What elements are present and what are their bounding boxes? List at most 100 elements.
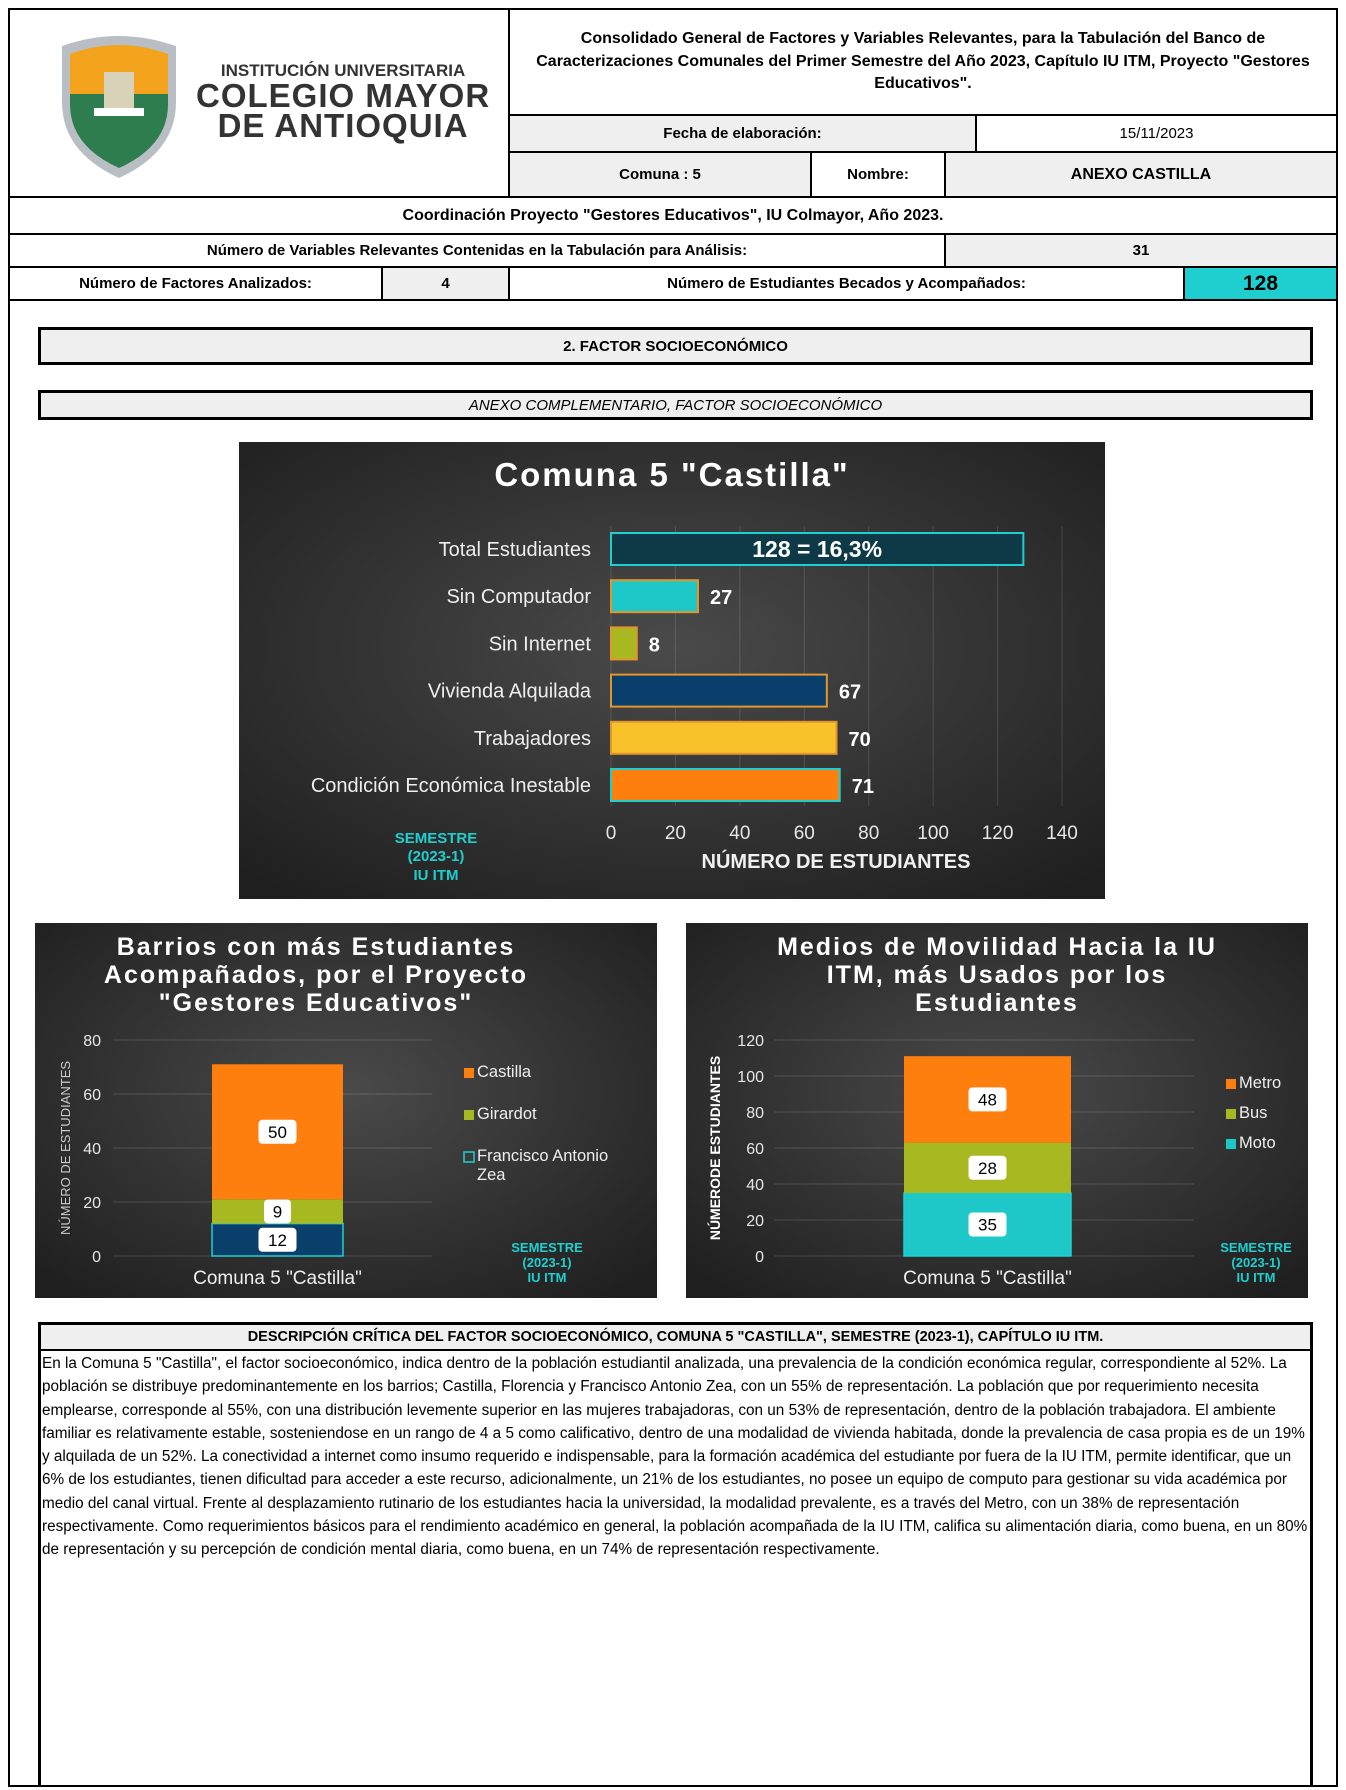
y-tick-label: 40 [746,1177,764,1194]
fecha: 15/11/2023 [975,114,1338,153]
y-tick-label: 80 [746,1105,764,1122]
y-tick-label: 40 [83,1141,101,1158]
legend-swatch [464,1068,474,1078]
shield-top [70,45,168,94]
y-axis-title: NÚMERODE ESTUDIANTES [706,1056,723,1240]
y-tick-label: 80 [83,1033,101,1050]
x-tick-label: 100 [917,823,949,844]
logo-shield [62,36,176,178]
category-label: Trabajadores [474,728,591,750]
category-label: Sin Internet [489,633,592,655]
y-tick-label: 20 [746,1213,764,1230]
legend-swatch [1226,1079,1236,1089]
bar [610,579,699,614]
description-box: DESCRIPCIÓN CRÍTICA DEL FACTOR SOCIOECON… [38,1322,1313,1787]
x-tick-label: 120 [982,823,1014,844]
value-label: 27 [710,587,732,609]
legend-label: Moto [1239,1134,1276,1152]
category-label: Vivienda Alquilada [428,681,592,703]
factores: 4 [381,266,510,301]
legend-swatch [1226,1109,1236,1119]
y-tick-label: 120 [737,1033,764,1050]
x-tick-label: 80 [858,823,879,844]
legend-swatch [463,1151,475,1163]
annotation: IU ITM [1237,1270,1276,1285]
bar [610,626,638,661]
y-tick-label: 100 [737,1069,764,1086]
nombre-label: Nombre: [810,151,946,198]
legend-label: Metro [1239,1074,1282,1092]
x-tick-label: Comuna 5 "Castilla" [193,1268,362,1289]
bar [610,768,841,802]
description-text: En la Comuna 5 "Castilla", el factor soc… [42,1355,1308,1559]
x-tick-label: 20 [665,823,686,844]
data-label-box [258,1119,297,1144]
annotation: (2023-1) [522,1255,571,1270]
chart-canvas: 0 20 40 60 80 NÚMERO DE ESTUDIANTES Comuna 5 "… [35,923,657,1298]
chart-background [239,442,1105,899]
data-label-box [258,1227,297,1252]
y-tick-label: 0 [92,1249,101,1266]
annotation: (2023-1) [1231,1255,1280,1270]
legend-swatch [464,1110,474,1120]
value-label: 128 = 16,3% [752,536,882,562]
bar [610,720,838,755]
estudiantes: 128 [1183,266,1338,301]
annotation: IU ITM [414,867,459,884]
logo-line: INSTITUCIÓN UNIVERSITARIA [220,61,466,80]
annotation: SEMESTRE [395,830,478,847]
value-label: 70 [849,729,871,751]
value-label: 67 [839,682,861,704]
y-tick-label: 20 [83,1195,101,1212]
x-tick-label: Comuna 5 "Castilla" [903,1268,1072,1289]
data-label-box [968,1087,1007,1112]
annotation: SEMESTRE [511,1240,583,1255]
nombre: ANEXO CASTILLA [944,151,1338,198]
y-tick-label: 60 [83,1087,101,1104]
data-label: 50 [268,1123,287,1142]
legend-label: Bus [1239,1104,1268,1122]
x-axis-title: NÚMERO DE ESTUDIANTES [702,849,971,873]
y-axis-title: NÚMERO DE ESTUDIANTES [58,1061,73,1235]
data-label: 35 [978,1216,997,1235]
y-tick-label: 0 [755,1249,764,1266]
annotation: IU ITM [528,1270,567,1285]
estudiantes-label: Número de Estudiantes Becados y Acompaña… [508,266,1185,301]
chart-panel: 0 20 40 60 80 100 120 NÚMERODE ESTUDIANTES Comun… [686,923,1308,1298]
x-tick-label: 40 [729,823,750,844]
legend-label: Girardot [477,1105,537,1123]
comuna: Comuna : 5 [508,151,812,198]
shield-band [94,108,144,116]
logo-text: INSTITUCIÓN UNIVERSITARIA COLEGIO MAYOR … [196,62,490,142]
data-label: 12 [268,1231,287,1250]
annotation: SEMESTRE [1220,1240,1292,1255]
category-label: Total Estudiantes [439,539,591,561]
value-label: 71 [852,776,874,798]
logo-line: COLEGIO MAYOR [196,77,491,114]
variables-label: Número de Variables Relevantes Contenida… [8,233,946,268]
legend-label: Castilla [477,1063,532,1081]
fecha-label: Fecha de elaboración: [508,114,977,153]
y-tick-label: 60 [746,1141,764,1158]
x-tick-label: 0 [606,823,617,844]
coordinacion: Coordinación Proyecto "Gestores Educativ… [8,196,1338,235]
subsection-title: ANEXO COMPLEMENTARIO, FACTOR SOCIOECONÓM… [38,390,1313,420]
section-title: 2. FACTOR SOCIOECONÓMICO [38,327,1313,365]
doc-title: Consolidado General de Factores y Variab… [508,8,1338,116]
annotation: (2023-1) [408,848,465,865]
category-label: Condición Económica Inestable [311,775,591,797]
data-label: 28 [978,1159,997,1178]
chart-title: Barrios con más Estudiantes Acompañados,… [103,933,529,1017]
data-label: 48 [978,1090,997,1109]
data-label-box [968,1155,1007,1180]
shield-tower [104,72,134,108]
factores-label: Número de Factores Analizados: [8,266,383,301]
chart-canvas: 0 20 40 60 80 100 120 NÚMERODE ESTUDIANTES Comun… [686,923,1308,1298]
bar [610,673,828,708]
chart-background [35,923,657,1298]
data-label: 9 [273,1202,282,1221]
chart-title: Comuna 5 "Castilla" [494,456,850,493]
logo-cell: INSTITUCIÓN UNIVERSITARIA COLEGIO MAYOR … [8,8,510,198]
